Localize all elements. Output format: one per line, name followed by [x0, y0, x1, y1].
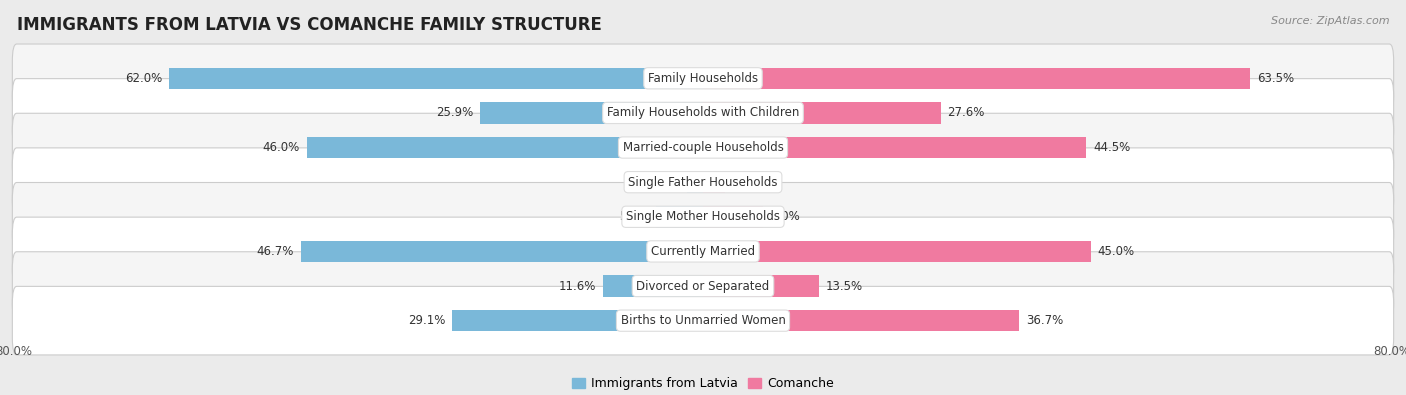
Bar [479, 102, 703, 124]
Bar [703, 310, 1019, 331]
Text: 2.5%: 2.5% [731, 176, 761, 189]
Bar [686, 171, 703, 193]
FancyBboxPatch shape [13, 79, 1393, 147]
Text: Source: ZipAtlas.com: Source: ZipAtlas.com [1271, 16, 1389, 26]
Text: 45.0%: 45.0% [1098, 245, 1135, 258]
Text: Family Households with Children: Family Households with Children [607, 106, 799, 119]
Bar [703, 68, 1250, 89]
Bar [603, 275, 703, 297]
Bar [703, 275, 820, 297]
Text: Currently Married: Currently Married [651, 245, 755, 258]
Text: 29.1%: 29.1% [408, 314, 446, 327]
Text: 36.7%: 36.7% [1026, 314, 1063, 327]
Legend: Immigrants from Latvia, Comanche: Immigrants from Latvia, Comanche [568, 372, 838, 395]
Text: 1.9%: 1.9% [650, 176, 679, 189]
Text: IMMIGRANTS FROM LATVIA VS COMANCHE FAMILY STRUCTURE: IMMIGRANTS FROM LATVIA VS COMANCHE FAMIL… [17, 16, 602, 34]
Text: 13.5%: 13.5% [827, 280, 863, 293]
Text: Family Households: Family Households [648, 72, 758, 85]
Text: 44.5%: 44.5% [1092, 141, 1130, 154]
FancyBboxPatch shape [13, 217, 1393, 286]
Bar [703, 102, 941, 124]
Text: 46.0%: 46.0% [263, 141, 299, 154]
Text: 5.5%: 5.5% [619, 210, 648, 223]
Bar [703, 171, 724, 193]
Text: Married-couple Households: Married-couple Households [623, 141, 783, 154]
Bar [703, 137, 1087, 158]
Bar [301, 241, 703, 262]
Text: Divorced or Separated: Divorced or Separated [637, 280, 769, 293]
Text: 27.6%: 27.6% [948, 106, 986, 119]
Text: 63.5%: 63.5% [1257, 72, 1294, 85]
Bar [169, 68, 703, 89]
Bar [307, 137, 703, 158]
Bar [655, 206, 703, 228]
Text: 7.0%: 7.0% [770, 210, 800, 223]
FancyBboxPatch shape [13, 113, 1393, 182]
FancyBboxPatch shape [13, 182, 1393, 251]
Bar [703, 206, 763, 228]
Text: Births to Unmarried Women: Births to Unmarried Women [620, 314, 786, 327]
Text: 62.0%: 62.0% [125, 72, 162, 85]
FancyBboxPatch shape [13, 44, 1393, 113]
FancyBboxPatch shape [13, 252, 1393, 320]
Text: 46.7%: 46.7% [256, 245, 294, 258]
Text: Single Father Households: Single Father Households [628, 176, 778, 189]
FancyBboxPatch shape [13, 148, 1393, 216]
Text: Single Mother Households: Single Mother Households [626, 210, 780, 223]
Text: 25.9%: 25.9% [436, 106, 472, 119]
Text: 11.6%: 11.6% [558, 280, 596, 293]
Bar [453, 310, 703, 331]
FancyBboxPatch shape [13, 286, 1393, 355]
Bar [703, 241, 1091, 262]
